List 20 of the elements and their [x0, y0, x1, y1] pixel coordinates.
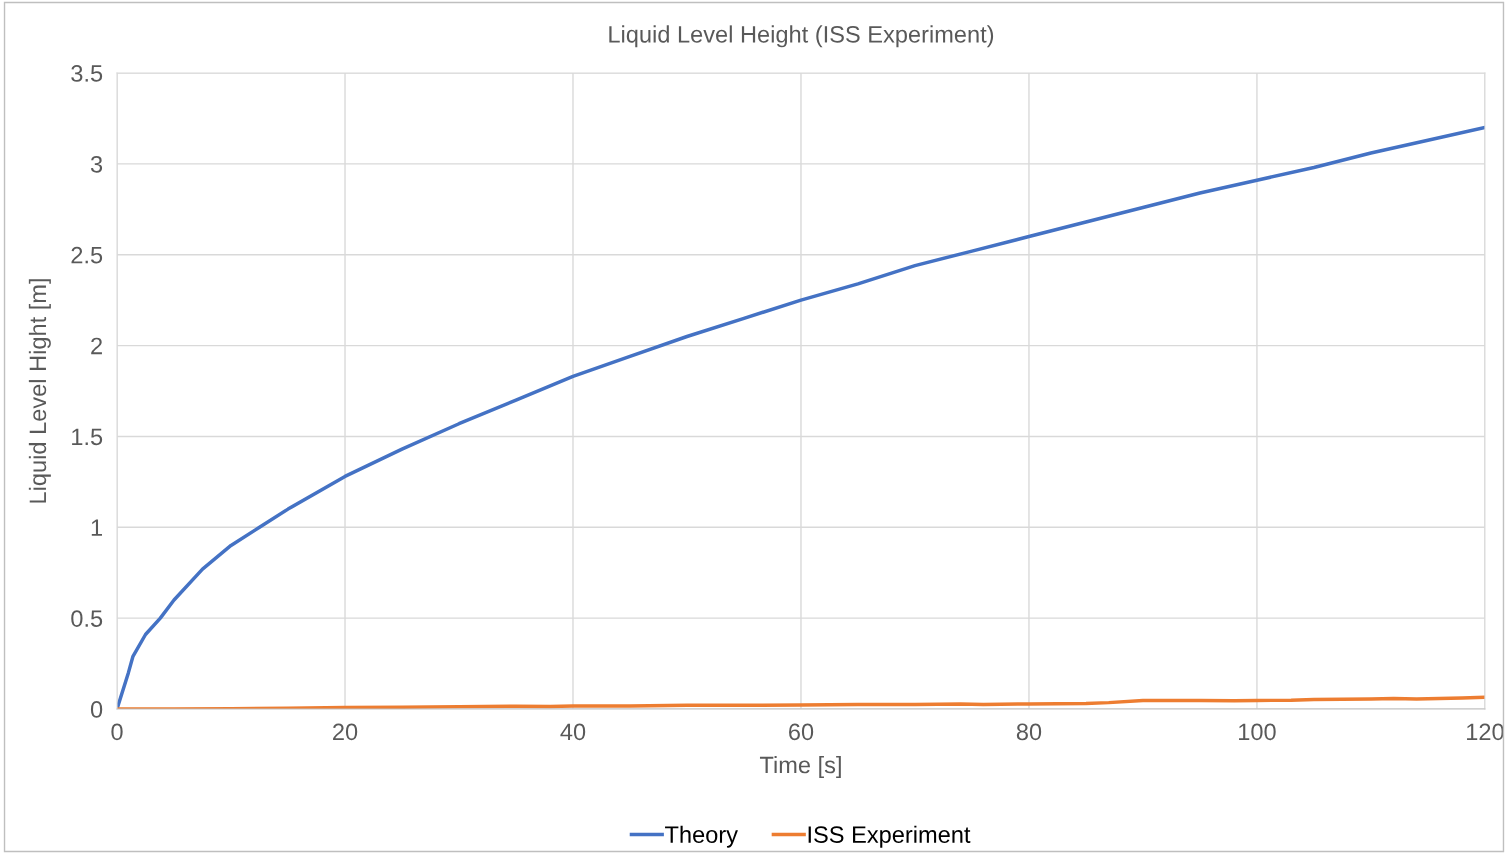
y-tick-label: 3 — [90, 155, 103, 173]
x-tick-label: 40 — [560, 723, 586, 741]
y-tick-label: 2.5 — [71, 246, 103, 264]
x-tick-label: 120 — [1467, 723, 1504, 741]
chart-title: Liquid Level Height (ISS Experiment) — [609, 25, 994, 48]
legend-label: Theory — [665, 825, 738, 848]
y-tick-label: 1 — [91, 519, 102, 536]
x-tick-label: 60 — [789, 723, 814, 741]
y-tick-label: 0 — [90, 701, 103, 718]
y-axis-title: Liquid Level Hight [m] — [28, 279, 51, 503]
x-axis-title: Time [s] — [759, 756, 841, 779]
x-tick-label: 0 — [111, 723, 123, 741]
y-tick-label: 2 — [91, 337, 102, 355]
y-tick-label: 0.5 — [71, 610, 103, 627]
x-tick-label: 20 — [333, 723, 358, 741]
legend-label: ISS Experiment — [808, 825, 971, 848]
y-tick-label: 3.5 — [71, 65, 103, 82]
y-tick-label: 1.5 — [72, 428, 103, 446]
x-tick-label: 100 — [1239, 723, 1276, 741]
x-tick-label: 80 — [1016, 723, 1042, 741]
